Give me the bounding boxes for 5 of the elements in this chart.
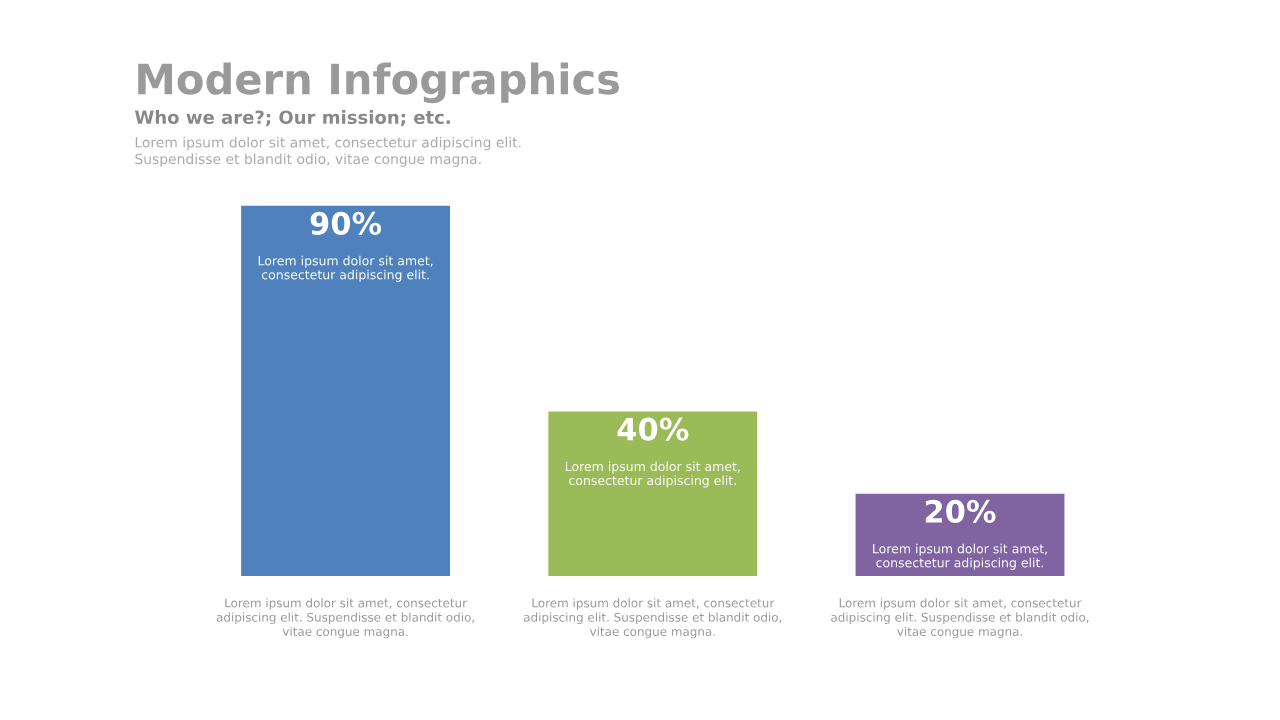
chart-subtitle: Who we are?; Our mission; etc. — [134, 110, 450, 127]
data-label: 20% — [925, 499, 996, 523]
chart-title: Modern Infographics — [138, 62, 619, 104]
data-label: 90% — [310, 211, 382, 235]
data-label: 40% — [617, 417, 689, 441]
